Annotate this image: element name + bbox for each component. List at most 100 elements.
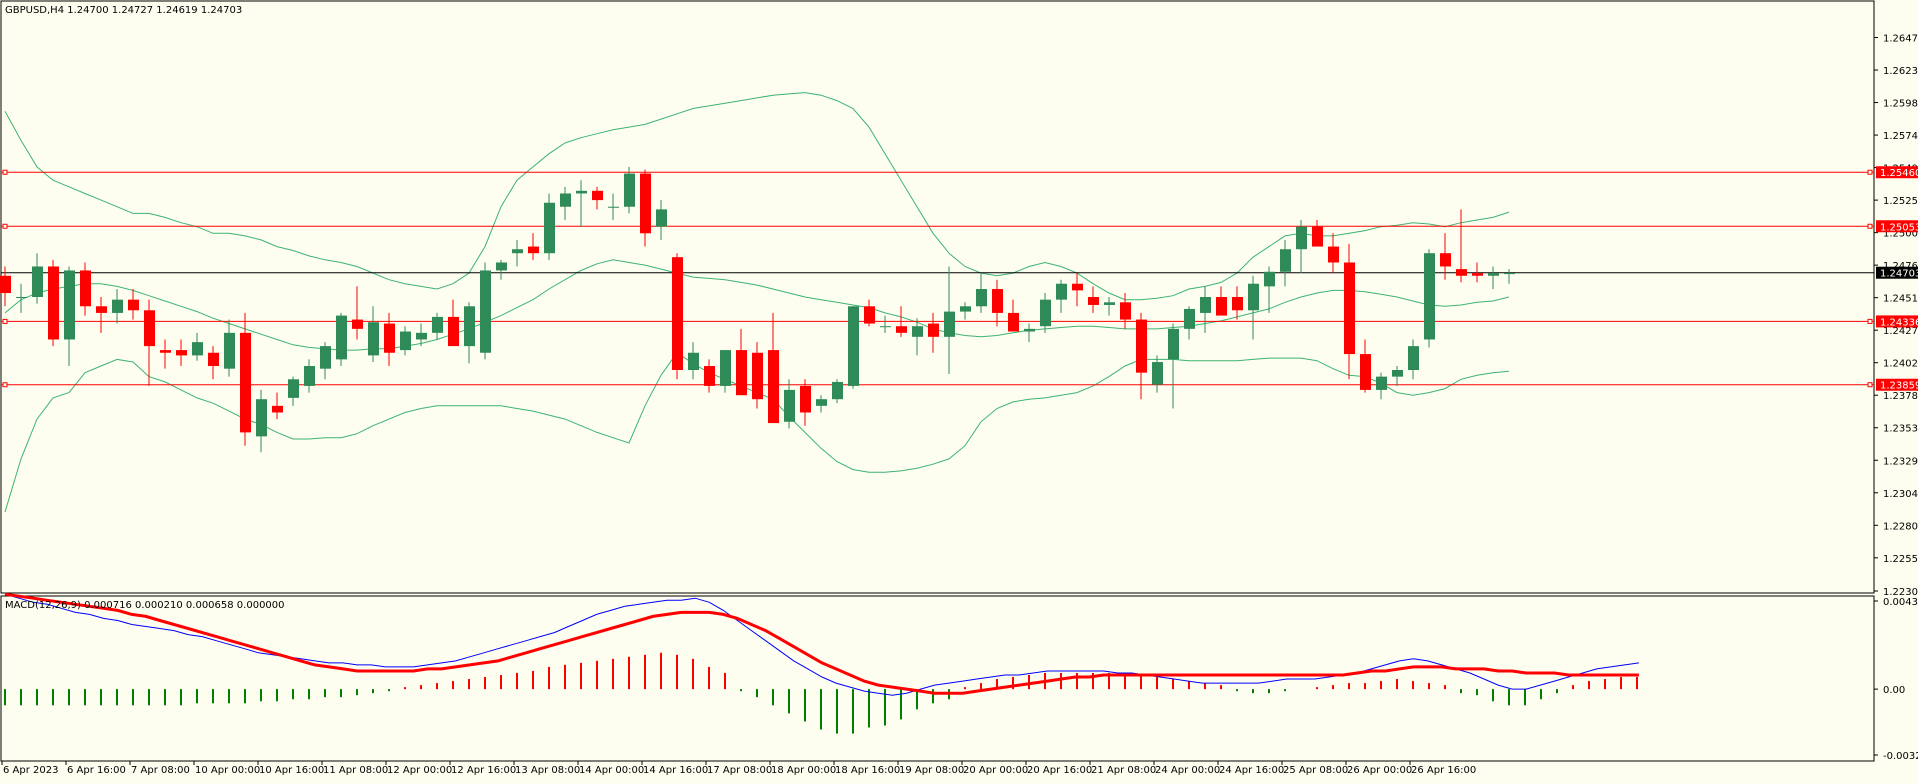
current-price-tag	[1876, 266, 1918, 279]
time-axis-label: 6 Apr 16:00	[67, 765, 126, 776]
candle-bullish	[288, 379, 299, 398]
price-axis-label: 1.24025	[1883, 359, 1918, 370]
candle-bearish	[352, 319, 363, 329]
candle-bearish	[144, 310, 155, 347]
candle-bearish	[896, 326, 907, 333]
candle-bearish	[1120, 302, 1131, 320]
candle-bearish	[1136, 319, 1147, 373]
price-axis-label: 1.23045	[1883, 489, 1918, 500]
candle-bullish	[1264, 271, 1275, 287]
bollinger-middle-band	[4, 259, 1510, 351]
macd-axis-label: 0.004363	[1883, 597, 1918, 608]
candle-bullish	[336, 315, 347, 360]
price-axis-label: 1.22305	[1883, 587, 1918, 598]
candle-bearish	[992, 289, 1003, 313]
macd-header-label: MACD(12,26,9) 0.000716 0.000210 0.000658…	[5, 600, 285, 611]
time-axis-label: 13 Apr 08:00	[515, 765, 580, 776]
candle-bearish	[1440, 253, 1451, 267]
candle-bullish	[416, 332, 427, 340]
price-axis-label: 1.23535	[1883, 424, 1918, 435]
level-anchor-left	[2, 223, 8, 229]
level-price-label: 1.25053	[1880, 222, 1918, 233]
candle-bearish	[1344, 262, 1355, 355]
price-axis-label: 1.24760	[1883, 261, 1918, 272]
candle-bearish	[800, 385, 811, 413]
level-anchor-right	[1867, 318, 1873, 324]
candle-bearish	[768, 350, 779, 424]
candle-bullish	[1296, 226, 1307, 250]
time-axis-label: 24 Apr 16:00	[1219, 765, 1284, 776]
candle-bearish	[272, 405, 283, 413]
candle-bearish	[1472, 273, 1483, 276]
price-axis-label: 1.24270	[1883, 326, 1918, 337]
price-axis-label: 1.24515	[1883, 294, 1918, 305]
candle-bearish	[96, 306, 107, 313]
candle-bullish	[832, 381, 843, 400]
time-axis-label: 14 Apr 00:00	[579, 765, 644, 776]
candle-bullish	[256, 399, 267, 437]
candle-bullish	[688, 352, 699, 371]
price-axis-label: 1.26230	[1883, 66, 1918, 77]
macd-axis-label: -0.003261	[1883, 751, 1918, 762]
candle-bearish	[704, 366, 715, 386]
candle-bullish	[1376, 376, 1387, 390]
candle-bearish	[0, 275, 11, 294]
candle-bullish	[944, 311, 955, 337]
candle-bearish	[864, 306, 875, 324]
macd-axis-label: 0.00	[1883, 685, 1905, 696]
candle-bearish	[176, 350, 187, 356]
candle-bearish	[1328, 246, 1339, 263]
time-axis-label: 26 Apr 16:00	[1411, 765, 1476, 776]
time-axis-label: 11 Apr 08:00	[323, 765, 388, 776]
time-axis-label: 25 Apr 08:00	[1283, 765, 1348, 776]
time-axis-label: 24 Apr 00:00	[1155, 765, 1220, 776]
candle-bullish	[432, 316, 443, 333]
time-axis-label: 14 Apr 16:00	[643, 765, 708, 776]
candle-bullish	[576, 190, 587, 194]
candle-bearish	[1008, 312, 1019, 332]
time-axis-label: 6 Apr 2023	[3, 765, 58, 776]
candle-bearish	[240, 332, 251, 433]
candle-bullish	[1184, 308, 1195, 329]
time-axis-label: 20 Apr 00:00	[963, 765, 1028, 776]
time-axis-label: 18 Apr 00:00	[771, 765, 836, 776]
candle-bullish	[400, 331, 411, 351]
candle-bullish	[1152, 362, 1163, 385]
candle-bullish	[496, 262, 507, 271]
time-axis-label: 20 Apr 16:00	[1027, 765, 1092, 776]
time-axis-label: 26 Apr 00:00	[1347, 765, 1412, 776]
time-axis-label: 21 Apr 08:00	[1091, 765, 1156, 776]
price-axis-label: 1.25985	[1883, 99, 1918, 110]
level-anchor-right	[1867, 223, 1873, 229]
candle-bullish	[464, 306, 475, 347]
price-axis-label: 1.22555	[1883, 554, 1918, 565]
level-anchor-left	[2, 318, 8, 324]
candle-bullish	[1504, 273, 1515, 275]
candle-bearish	[592, 190, 603, 201]
candle-bearish	[80, 270, 91, 307]
candle-bullish	[544, 202, 555, 254]
candle-bullish	[624, 173, 635, 207]
candle-bearish	[1360, 354, 1371, 390]
chart-header-title: GBPUSD,H4 1.24700 1.24727 1.24619 1.2470…	[5, 5, 242, 16]
candle-bullish	[304, 366, 315, 386]
candle-bearish	[384, 323, 395, 353]
level-anchor-right	[1867, 382, 1873, 388]
candle-bullish	[480, 270, 491, 353]
candle-bearish	[208, 352, 219, 367]
time-axis-label: 17 Apr 08:00	[707, 765, 772, 776]
candle-bearish	[1312, 226, 1323, 247]
candle-bearish	[128, 299, 139, 311]
candle-bullish	[1488, 273, 1499, 276]
candle-bullish	[560, 193, 571, 207]
candle-bearish	[1072, 283, 1083, 291]
current-price-label: 1.24703	[1880, 269, 1918, 280]
candle-bullish	[320, 346, 331, 369]
level-anchor-left	[2, 169, 8, 175]
time-axis-label: 10 Apr 16:00	[259, 765, 324, 776]
candle-bullish	[1104, 302, 1115, 305]
level-anchor-right	[1867, 169, 1873, 175]
time-axis-label: 19 Apr 08:00	[899, 765, 964, 776]
price-axis-label: 1.23290	[1883, 456, 1918, 467]
